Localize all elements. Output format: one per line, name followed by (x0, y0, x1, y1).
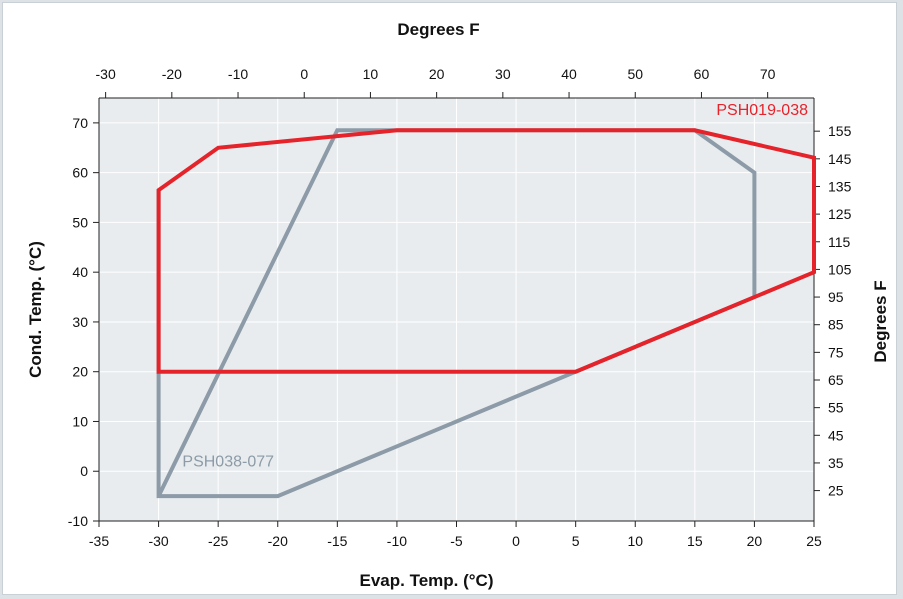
y2-tick-label: 135 (828, 178, 852, 194)
y-tick-label: 60 (72, 165, 88, 181)
y2-tick-label: 35 (828, 455, 844, 471)
y2-tick-label: 145 (828, 151, 852, 167)
x2-tick-label: 70 (760, 66, 776, 82)
x2-tick-label: 40 (561, 66, 577, 82)
y2-tick-label: 55 (828, 400, 844, 416)
x-tick-label: -30 (148, 533, 168, 549)
x2-tick-label: 30 (495, 66, 511, 82)
y2-tick-label: 115 (828, 234, 851, 250)
y2-tick-label: 75 (828, 344, 844, 360)
right-axis-title: Degrees F (871, 280, 890, 362)
operating-envelope-chart: -35 -30 -25 -20 -15 -10 -5 0 5 10 15 20 25 -10 0 10 20 30… (26, 20, 890, 590)
x-tick-label: 20 (747, 533, 763, 549)
y2-tick-label: 65 (828, 372, 844, 388)
y2-tick-label: 45 (828, 427, 844, 443)
series-line-psh019-038 (156, 128, 816, 374)
x-tick-label: -5 (450, 533, 463, 549)
x-tick-label: -35 (89, 533, 109, 549)
y-tick-label: 20 (72, 364, 88, 380)
x-tick-label: 5 (572, 533, 580, 549)
x2-tick-label: 20 (429, 66, 445, 82)
y2-tick-label: 95 (828, 289, 844, 305)
x2-tick-label: -10 (228, 66, 248, 82)
top-axis-title: Degrees F (397, 20, 479, 39)
y-tick-label: -10 (68, 513, 88, 529)
x2-tick-label: -20 (162, 66, 182, 82)
x-tick-label: -20 (268, 533, 288, 549)
y2-tick-label: 105 (828, 261, 852, 277)
x-tick-label: -15 (327, 533, 347, 549)
series-labels: PSH038-077 PSH019-038 (182, 102, 808, 470)
x2-tick-label: 50 (627, 66, 643, 82)
y-tick-label: 0 (80, 463, 88, 479)
axes: -35 -30 -25 -20 -15 -10 -5 0 5 10 15 20 25 -10 0 10 20 30… (68, 66, 852, 549)
y-tick-label: 70 (72, 115, 88, 131)
left-axis-title: Cond. Temp. (°C) (26, 241, 45, 378)
y2-tick-label: 85 (828, 317, 844, 333)
bottom-axis-title: Evap. Temp. (°C) (360, 571, 494, 590)
y2-tick-label: 25 (828, 483, 844, 499)
y-tick-label: 50 (72, 214, 88, 230)
x-tick-label: 10 (627, 533, 643, 549)
x-tick-label: 25 (806, 533, 822, 549)
y2-tick-label: 155 (828, 123, 852, 139)
x-tick-label: -25 (208, 533, 228, 549)
x2-tick-label: 60 (694, 66, 710, 82)
y-tick-label: 40 (72, 264, 88, 280)
series-label-psh038-077: PSH038-077 (182, 453, 274, 470)
y-tick-label: 30 (72, 314, 88, 330)
y-tick-label: 10 (72, 413, 88, 429)
x2-tick-label: 10 (363, 66, 379, 82)
x2-tick-label: -30 (96, 66, 116, 82)
series-line-psh038-077 (156, 128, 757, 499)
x-tick-label: 0 (512, 533, 520, 549)
grid-lines (98, 98, 815, 522)
x2-tick-label: 0 (300, 66, 308, 82)
series-label-psh019-038: PSH019-038 (716, 102, 808, 119)
y2-tick-label: 125 (828, 206, 852, 222)
x-tick-label: 15 (687, 533, 703, 549)
x-tick-label: -10 (387, 533, 407, 549)
series-layer (156, 128, 816, 499)
